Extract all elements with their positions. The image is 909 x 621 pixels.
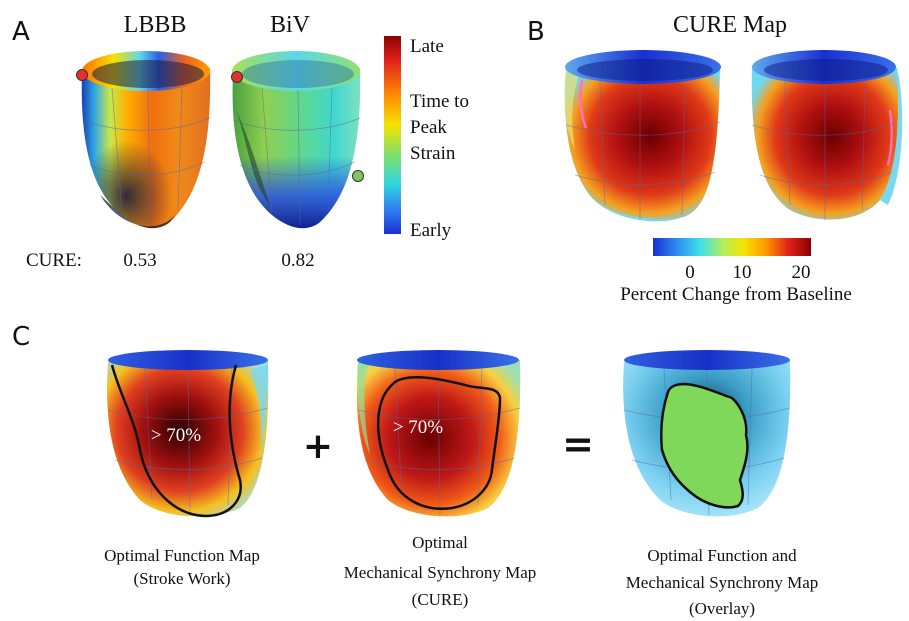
colorbar-late-label: Late (410, 36, 444, 57)
caption-function-line1: Optimal Function Map (104, 546, 260, 565)
cure-label: CURE: (26, 250, 82, 271)
caption-overlay-line3: (Overlay) (689, 599, 755, 618)
cure-map-title: CURE Map (673, 12, 787, 38)
function-region-label: > 70% (151, 425, 201, 446)
colorbar-early-label: Early (410, 220, 452, 241)
cure-map-heart-posterior (751, 50, 903, 220)
biv-rv-pacing-marker (231, 71, 243, 83)
colorbar-mid-label-3: Strain (410, 143, 456, 164)
caption-function-line2: (Stroke Work) (134, 569, 231, 588)
overlay-heart (623, 350, 791, 517)
equals-operator: = (562, 422, 594, 466)
caption-synchrony-line3: (CURE) (412, 590, 469, 609)
optimal-function-heart (107, 350, 269, 518)
lbbb-pacing-site-marker (76, 69, 88, 81)
colorbar-axis-label: Percent Change from Baseline (620, 284, 852, 305)
biv-lv-pacing-marker (352, 170, 364, 182)
overlay-region (660, 382, 749, 509)
biv-title: BiV (270, 12, 311, 38)
colorbar-tick-20: 20 (792, 262, 811, 283)
cure-value-biv: 0.82 (281, 250, 314, 271)
plus-operator: + (303, 426, 333, 467)
colorbar-mid-label-1: Time to (410, 91, 469, 112)
panel-c-letter: C (12, 322, 30, 352)
lbbb-heart (81, 51, 211, 229)
panel-b-letter: B (527, 17, 545, 47)
colorbar-tick-10: 10 (733, 262, 752, 283)
biv-heart (232, 51, 361, 229)
caption-synchrony-line1: Optimal (412, 533, 468, 552)
time-to-peak-colorbar (384, 36, 401, 234)
percent-change-colorbar (653, 238, 811, 256)
lbbb-title: LBBB (124, 12, 187, 38)
synchrony-region-label: > 70% (393, 417, 443, 438)
caption-overlay-line2: Mechanical Synchrony Map (626, 573, 819, 592)
cure-value-lbbb: 0.53 (123, 250, 156, 271)
colorbar-tick-0: 0 (685, 262, 695, 283)
panel-a-letter: A (12, 17, 30, 47)
cure-map-heart-anterior (564, 50, 721, 222)
caption-synchrony-line2: Mechanical Synchrony Map (344, 563, 537, 582)
caption-overlay-line1: Optimal Function and (647, 546, 797, 565)
colorbar-mid-label-2: Peak (410, 117, 447, 138)
optimal-synchrony-heart (356, 350, 521, 517)
